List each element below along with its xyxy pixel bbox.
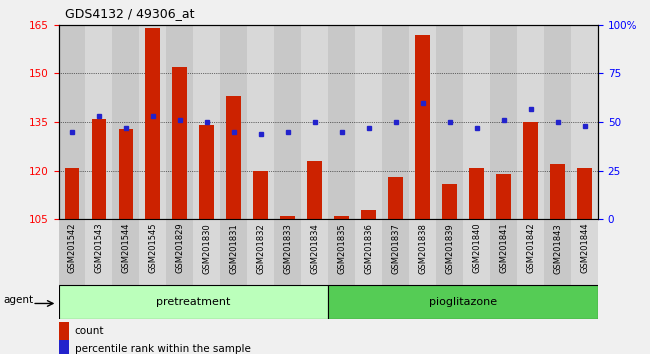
Bar xyxy=(415,35,430,219)
Bar xyxy=(58,340,70,354)
FancyBboxPatch shape xyxy=(112,219,140,285)
Bar xyxy=(85,25,112,219)
Bar xyxy=(172,67,187,219)
Text: GSM201841: GSM201841 xyxy=(499,223,508,273)
Text: GSM201830: GSM201830 xyxy=(202,223,211,274)
Bar xyxy=(146,28,161,219)
Text: pretreatment: pretreatment xyxy=(156,297,231,307)
FancyBboxPatch shape xyxy=(194,219,220,285)
FancyBboxPatch shape xyxy=(58,285,328,319)
FancyBboxPatch shape xyxy=(328,285,598,319)
Text: GSM201836: GSM201836 xyxy=(364,223,373,274)
Bar xyxy=(523,122,538,219)
Bar xyxy=(382,25,410,219)
Text: GSM201545: GSM201545 xyxy=(148,223,157,273)
Bar xyxy=(140,25,166,219)
Text: GSM201838: GSM201838 xyxy=(418,223,427,274)
Text: GSM201831: GSM201831 xyxy=(229,223,239,274)
FancyBboxPatch shape xyxy=(85,219,112,285)
FancyBboxPatch shape xyxy=(302,219,328,285)
Text: GSM201542: GSM201542 xyxy=(68,223,77,273)
Text: GSM201835: GSM201835 xyxy=(337,223,346,274)
FancyBboxPatch shape xyxy=(355,219,382,285)
Text: GSM201843: GSM201843 xyxy=(553,223,562,274)
FancyBboxPatch shape xyxy=(490,219,517,285)
Bar xyxy=(274,25,302,219)
Bar xyxy=(334,216,349,219)
Bar xyxy=(410,25,436,219)
FancyBboxPatch shape xyxy=(220,219,247,285)
Text: GSM201834: GSM201834 xyxy=(310,223,319,274)
Bar xyxy=(442,184,457,219)
Text: GSM201832: GSM201832 xyxy=(256,223,265,274)
Bar xyxy=(463,25,490,219)
Text: GSM201829: GSM201829 xyxy=(176,223,185,273)
Text: GSM201544: GSM201544 xyxy=(122,223,131,273)
FancyBboxPatch shape xyxy=(517,219,544,285)
Bar xyxy=(200,125,214,219)
FancyBboxPatch shape xyxy=(140,219,166,285)
Bar xyxy=(517,25,544,219)
FancyBboxPatch shape xyxy=(247,219,274,285)
Bar xyxy=(166,25,194,219)
Bar xyxy=(496,174,511,219)
Bar xyxy=(307,161,322,219)
Bar xyxy=(544,25,571,219)
Text: GSM201844: GSM201844 xyxy=(580,223,589,273)
Text: GSM201839: GSM201839 xyxy=(445,223,454,274)
Text: agent: agent xyxy=(3,295,33,305)
Bar xyxy=(436,25,463,219)
Bar xyxy=(328,25,355,219)
FancyBboxPatch shape xyxy=(436,219,463,285)
FancyBboxPatch shape xyxy=(274,219,302,285)
Text: GSM201833: GSM201833 xyxy=(283,223,292,274)
Text: GSM201543: GSM201543 xyxy=(94,223,103,273)
Bar xyxy=(469,167,484,219)
Bar xyxy=(226,96,241,219)
FancyBboxPatch shape xyxy=(58,219,85,285)
Text: GSM201837: GSM201837 xyxy=(391,223,400,274)
Bar xyxy=(118,129,133,219)
Bar xyxy=(92,119,107,219)
Bar xyxy=(112,25,140,219)
FancyBboxPatch shape xyxy=(166,219,194,285)
Bar xyxy=(355,25,382,219)
FancyBboxPatch shape xyxy=(410,219,436,285)
Bar xyxy=(361,210,376,219)
Bar xyxy=(194,25,220,219)
Text: pioglitazone: pioglitazone xyxy=(429,297,497,307)
Bar xyxy=(254,171,268,219)
Bar xyxy=(388,177,403,219)
FancyBboxPatch shape xyxy=(463,219,490,285)
Bar xyxy=(247,25,274,219)
Text: GSM201840: GSM201840 xyxy=(472,223,481,273)
FancyBboxPatch shape xyxy=(571,219,598,285)
Text: GDS4132 / 49306_at: GDS4132 / 49306_at xyxy=(65,7,194,20)
Text: GSM201842: GSM201842 xyxy=(526,223,535,273)
Bar xyxy=(577,167,592,219)
Text: count: count xyxy=(75,326,104,336)
Bar xyxy=(64,167,79,219)
FancyBboxPatch shape xyxy=(544,219,571,285)
FancyBboxPatch shape xyxy=(328,219,355,285)
Bar xyxy=(302,25,328,219)
Bar xyxy=(550,164,565,219)
Text: percentile rank within the sample: percentile rank within the sample xyxy=(75,344,250,354)
Bar xyxy=(58,322,70,340)
Bar xyxy=(280,216,295,219)
Bar xyxy=(58,25,85,219)
Bar xyxy=(220,25,247,219)
Bar xyxy=(490,25,517,219)
FancyBboxPatch shape xyxy=(382,219,410,285)
Bar xyxy=(571,25,598,219)
